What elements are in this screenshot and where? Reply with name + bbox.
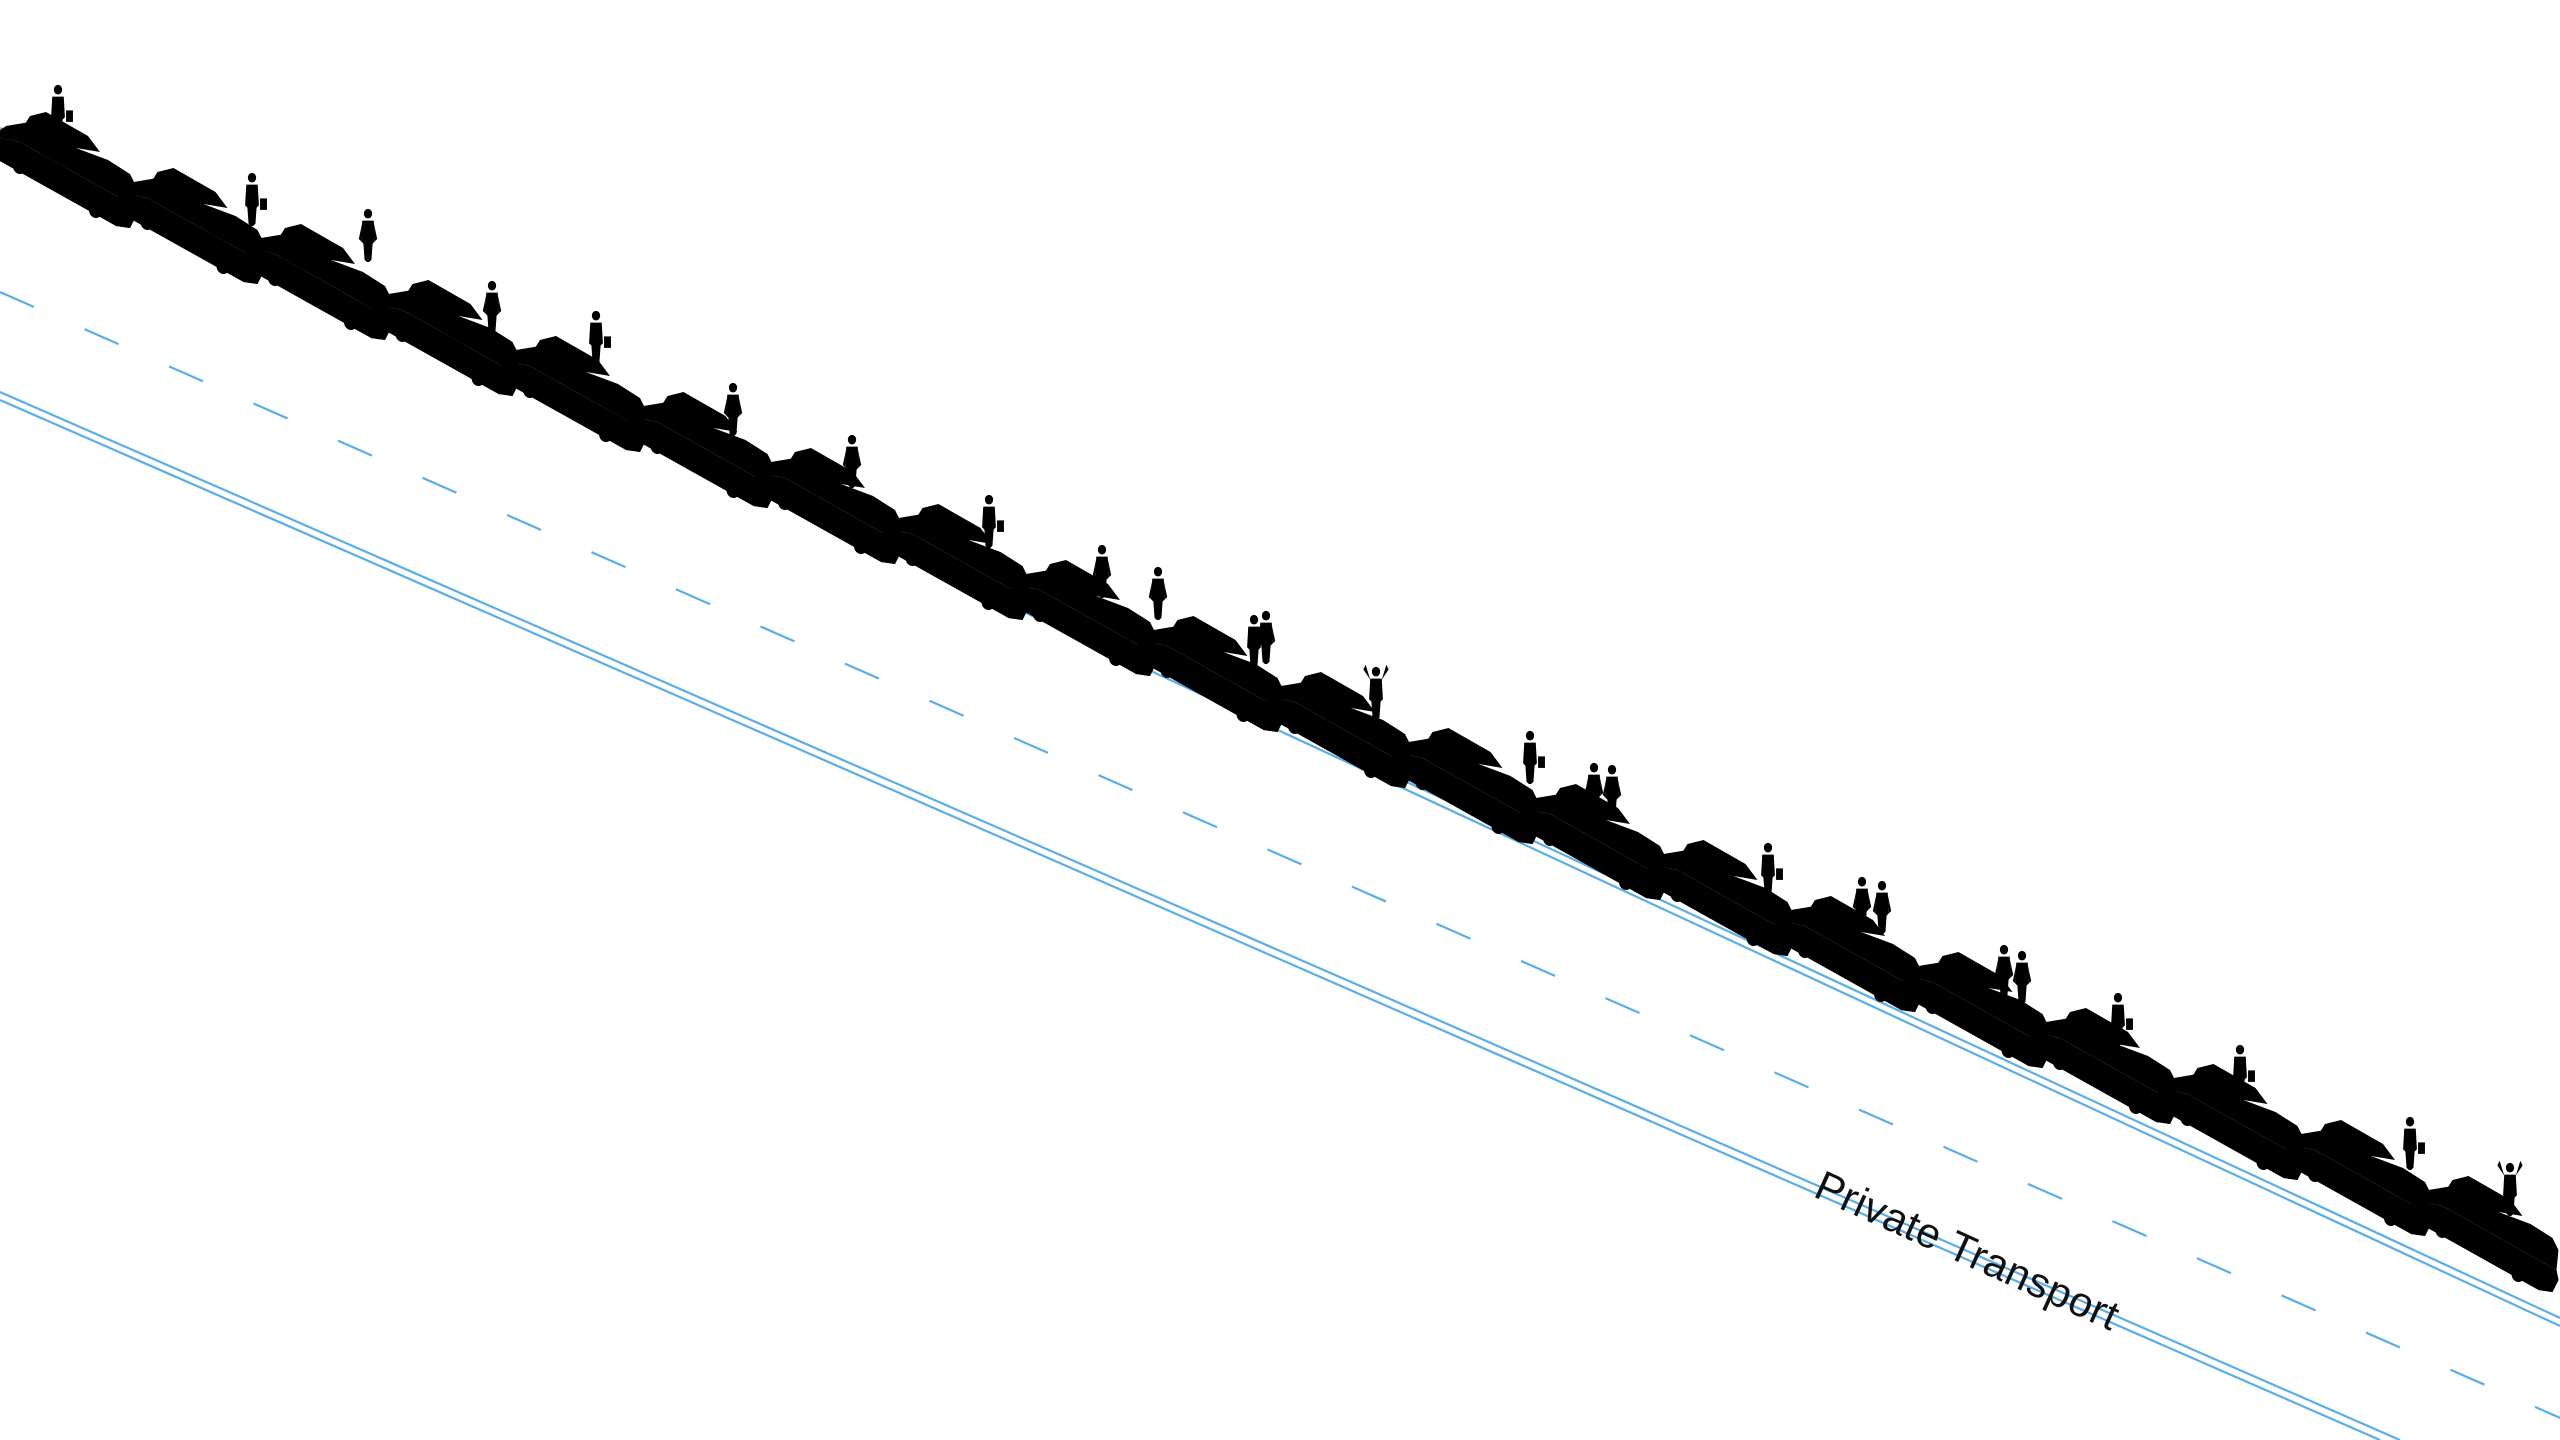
lane-dash xyxy=(1436,922,1471,940)
lane-dash xyxy=(506,513,542,531)
lane-dash xyxy=(1774,1071,1809,1089)
pedestrians xyxy=(48,84,2523,1216)
lane-dash xyxy=(2196,1257,2232,1275)
lane-dash xyxy=(2112,1220,2147,1238)
pedestrian xyxy=(1363,664,1389,720)
pedestrian xyxy=(2400,1116,2425,1170)
lane-dash xyxy=(1351,885,1387,903)
lane-dash xyxy=(2534,1405,2560,1420)
lane-dash xyxy=(1182,811,1218,829)
car xyxy=(1008,560,1156,676)
lane-dash xyxy=(760,625,795,643)
lane-dash xyxy=(168,365,204,383)
car xyxy=(498,336,646,452)
road-edge-bottom-outer xyxy=(0,390,2401,1440)
pedestrian xyxy=(2012,950,2032,1004)
lane-dash xyxy=(1943,1145,1978,1163)
lane-dash xyxy=(2281,1294,2316,1312)
car xyxy=(1390,728,1539,844)
car xyxy=(2155,1064,2304,1180)
car xyxy=(2028,1008,2176,1124)
lane-dash xyxy=(591,551,626,569)
lane-dash xyxy=(84,328,119,346)
car xyxy=(625,392,774,508)
pedestrian xyxy=(242,172,267,226)
lane-dash xyxy=(1689,1034,1725,1052)
lane-dash xyxy=(1267,848,1302,866)
lane-dash xyxy=(844,662,880,680)
lane-dash xyxy=(2450,1368,2485,1386)
lane-dash xyxy=(2365,1331,2401,1349)
lane-dash xyxy=(675,588,711,606)
pedestrian xyxy=(358,208,378,262)
lane-dash xyxy=(422,476,457,494)
car xyxy=(115,168,264,284)
private-transport-label: Private Transport xyxy=(1808,1161,2127,1339)
lane-dash xyxy=(337,439,373,457)
lane-dash xyxy=(253,402,288,420)
lane-dash xyxy=(1520,959,1556,977)
lane-dash xyxy=(929,699,964,717)
lane-dash xyxy=(1605,997,1640,1015)
pedestrian xyxy=(1148,566,1168,620)
lane-dash xyxy=(0,290,35,308)
lane-dashes xyxy=(0,290,2560,1420)
lane-dash xyxy=(1013,736,1049,754)
car xyxy=(1263,672,1411,788)
pedestrian xyxy=(482,280,502,334)
lane-dash xyxy=(2027,1182,2063,1200)
lane-dash xyxy=(1098,774,1133,792)
car xyxy=(2410,1176,2559,1292)
road-edge-bottom-inner xyxy=(0,398,2381,1440)
pedestrian xyxy=(1256,610,1276,664)
car xyxy=(753,448,901,564)
car-row xyxy=(0,112,2559,1292)
car xyxy=(880,504,1029,620)
lane-dash xyxy=(1858,1108,1894,1126)
pedestrian xyxy=(1520,730,1545,784)
car xyxy=(0,112,136,228)
